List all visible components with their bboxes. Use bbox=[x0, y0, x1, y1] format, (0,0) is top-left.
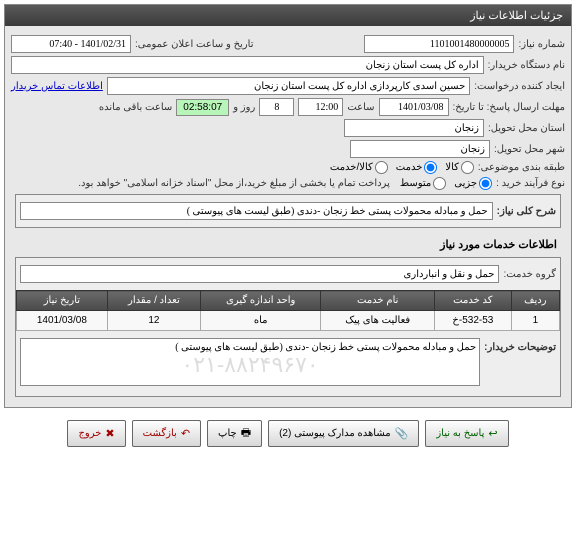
need-no-label: شماره نیاز: bbox=[518, 39, 565, 50]
general-desc-section: شرح کلی نیاز: bbox=[15, 194, 561, 228]
panel-body: شماره نیاز: تاریخ و ساعت اعلان عمومی: نا… bbox=[5, 26, 571, 407]
service-group-label: گروه خدمت: bbox=[503, 269, 556, 280]
requester-label: ایجاد کننده درخواست: bbox=[474, 81, 565, 92]
back-button[interactable]: ↶بازگشت bbox=[132, 420, 201, 447]
deadline-time-field[interactable] bbox=[298, 98, 343, 116]
button-bar: ↩پاسخ به نیاز 📎مشاهده مدارک پیوستی (2) 🖶… bbox=[0, 412, 576, 455]
panel-title: جزئیات اطلاعات نیاز bbox=[5, 5, 571, 26]
subject-cat-label: طبقه بندی موضوعی: bbox=[478, 162, 565, 173]
exit-button[interactable]: ✖خروج bbox=[67, 420, 125, 447]
radio-cat-both-input[interactable] bbox=[375, 161, 388, 174]
need-no-field[interactable] bbox=[364, 35, 514, 53]
cell-row: 1 bbox=[511, 311, 559, 331]
general-desc-label: شرح کلی نیاز: bbox=[497, 206, 556, 217]
public-dt-field[interactable] bbox=[11, 35, 131, 53]
payment-note: پرداخت تمام یا بخشی از مبلغ خرید،از محل … bbox=[78, 178, 390, 189]
th-row: ردیف bbox=[511, 291, 559, 311]
radio-cat-service-input[interactable] bbox=[424, 161, 437, 174]
general-desc-field[interactable] bbox=[20, 202, 493, 220]
subject-cat-radios: کالا خدمت کالا/خدمت bbox=[330, 161, 474, 174]
services-section: گروه خدمت: ردیف کد خدمت نام خدمت واحد ان… bbox=[15, 257, 561, 397]
delivery-prov-label: استان محل تحویل: bbox=[488, 123, 565, 134]
days-label: روز و bbox=[233, 102, 255, 113]
radio-cat-goods-input[interactable] bbox=[461, 161, 474, 174]
cell-code: 532-53-خ bbox=[435, 311, 512, 331]
attachments-button[interactable]: 📎مشاهده مدارک پیوستی (2) bbox=[268, 420, 419, 447]
table-header-row: ردیف کد خدمت نام خدمت واحد اندازه گیری ت… bbox=[17, 291, 560, 311]
time-label-1: ساعت bbox=[347, 102, 374, 113]
radio-proc-minor[interactable]: جزیی bbox=[454, 177, 492, 190]
radio-proc-medium[interactable]: متوسط bbox=[400, 177, 446, 190]
th-date: تاریخ نیاز bbox=[17, 291, 108, 311]
cell-name: فعالیت های پیک bbox=[321, 311, 435, 331]
deadline-label: مهلت ارسال پاسخ: تا تاریخ: bbox=[453, 102, 565, 113]
reply-button[interactable]: ↩پاسخ به نیاز bbox=[425, 420, 508, 447]
remaining-timer: 02:58:07 bbox=[176, 99, 229, 116]
th-code: کد خدمت bbox=[435, 291, 512, 311]
public-dt-label: تاریخ و ساعت اعلان عمومی: bbox=[135, 39, 254, 50]
attachment-icon: 📎 bbox=[395, 427, 409, 440]
process-type-radios: جزیی متوسط bbox=[400, 177, 492, 190]
buyer-field[interactable] bbox=[11, 56, 484, 74]
service-group-field[interactable] bbox=[20, 265, 499, 283]
reply-icon: ↩ bbox=[488, 427, 497, 440]
services-table: ردیف کد خدمت نام خدمت واحد اندازه گیری ت… bbox=[16, 290, 560, 331]
buyer-notes-textarea[interactable] bbox=[20, 338, 480, 386]
radio-proc-minor-input[interactable] bbox=[479, 177, 492, 190]
back-icon: ↶ bbox=[181, 427, 190, 440]
services-title: اطلاعات خدمات مورد نیاز bbox=[11, 232, 565, 253]
radio-cat-goods[interactable]: کالا bbox=[445, 161, 474, 174]
process-type-label: نوع فرآیند خرید : bbox=[496, 178, 565, 189]
main-panel: جزئیات اطلاعات نیاز شماره نیاز: تاریخ و … bbox=[4, 4, 572, 408]
radio-cat-both[interactable]: کالا/خدمت bbox=[330, 161, 388, 174]
th-unit: واحد اندازه گیری bbox=[201, 291, 321, 311]
buyer-notes-label: توضیحات خریدار: bbox=[484, 338, 556, 353]
radio-cat-service[interactable]: خدمت bbox=[396, 161, 438, 174]
contact-link[interactable]: اطلاعات تماس خریدار bbox=[11, 81, 103, 92]
th-name: نام خدمت bbox=[321, 291, 435, 311]
requester-field[interactable] bbox=[107, 77, 470, 95]
deadline-date-field[interactable] bbox=[379, 98, 449, 116]
cell-date: 1401/03/08 bbox=[17, 311, 108, 331]
delivery-city-label: شهر محل تحویل: bbox=[494, 144, 565, 155]
remaining-label: ساعت باقی مانده bbox=[99, 102, 172, 113]
print-icon: 🖶 bbox=[241, 424, 251, 443]
days-field[interactable] bbox=[259, 98, 294, 116]
buyer-label: نام دستگاه خریدار: bbox=[488, 60, 565, 71]
cell-unit: ماه bbox=[201, 311, 321, 331]
delivery-city-field[interactable] bbox=[350, 140, 490, 158]
th-qty: تعداد / مقدار bbox=[107, 291, 200, 311]
radio-proc-medium-input[interactable] bbox=[433, 177, 446, 190]
delivery-prov-field[interactable] bbox=[344, 119, 484, 137]
print-button[interactable]: 🖶چاپ bbox=[207, 420, 262, 447]
cell-qty: 12 bbox=[107, 311, 200, 331]
exit-icon: ✖ bbox=[105, 427, 114, 440]
table-row[interactable]: 1 532-53-خ فعالیت های پیک ماه 12 1401/03… bbox=[17, 311, 560, 331]
